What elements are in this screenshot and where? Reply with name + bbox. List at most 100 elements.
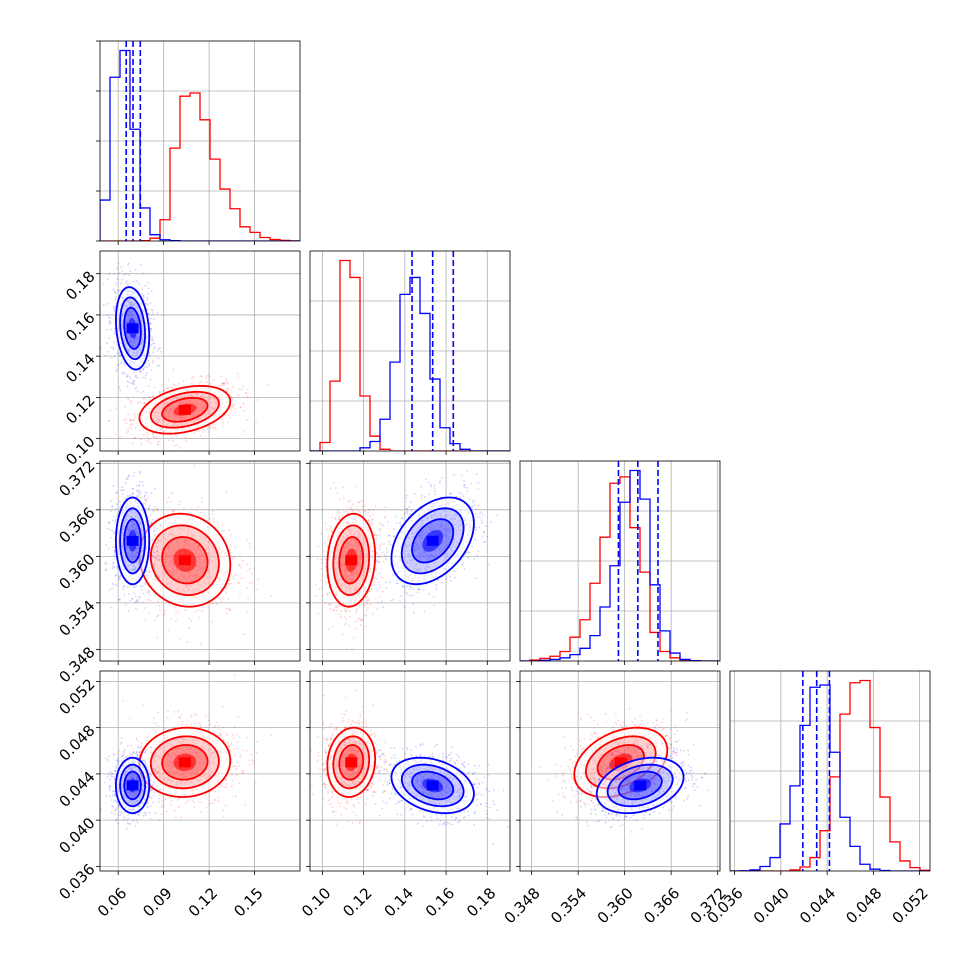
scatter-point bbox=[128, 457, 130, 459]
scatter-point bbox=[359, 512, 362, 514]
scatter-point bbox=[108, 319, 111, 322]
scatter-point bbox=[237, 376, 240, 379]
scatter-point bbox=[382, 606, 384, 609]
scatter-point bbox=[120, 265, 123, 268]
scatter-point bbox=[146, 366, 148, 369]
scatter-point bbox=[440, 581, 443, 584]
scatter-point bbox=[470, 482, 473, 485]
scatter-point bbox=[324, 558, 327, 561]
scatter-point bbox=[144, 581, 147, 584]
scatter-point bbox=[196, 609, 199, 612]
scatter-point bbox=[232, 404, 235, 407]
scatter-point bbox=[127, 413, 130, 416]
scatter-point bbox=[126, 494, 129, 497]
scatter-point bbox=[386, 551, 389, 554]
density-peak bbox=[178, 404, 191, 415]
scatter-point bbox=[246, 388, 249, 391]
scatter-point bbox=[212, 521, 215, 523]
scatter-point bbox=[139, 491, 142, 494]
scatter-point bbox=[221, 418, 224, 421]
scatter-point bbox=[220, 384, 223, 387]
scatter-point bbox=[121, 270, 124, 272]
scatter-point bbox=[105, 569, 108, 572]
scatter-point bbox=[237, 394, 240, 397]
scatter-point bbox=[192, 375, 194, 378]
scatter-point bbox=[107, 314, 109, 317]
scatter-point bbox=[324, 522, 327, 525]
scatter-point bbox=[408, 594, 411, 597]
scatter-point bbox=[104, 561, 107, 564]
scatter-point bbox=[216, 602, 219, 605]
scatter-point bbox=[136, 402, 139, 405]
scatter-point bbox=[149, 441, 151, 444]
scatter-point bbox=[366, 596, 368, 598]
scatter-point bbox=[151, 336, 154, 339]
scatter-point bbox=[231, 405, 233, 408]
scatter-point bbox=[202, 609, 205, 612]
scatter-point bbox=[461, 563, 464, 566]
scatter-point bbox=[149, 378, 152, 381]
scatter-point bbox=[339, 613, 341, 616]
scatter-point bbox=[355, 611, 358, 614]
scatter-point bbox=[108, 322, 111, 325]
scatter-point bbox=[113, 306, 116, 309]
scatter-point bbox=[116, 278, 119, 281]
scatter-point bbox=[327, 535, 330, 538]
scatter-point bbox=[256, 399, 259, 401]
scatter-point bbox=[205, 381, 208, 384]
scatter-point bbox=[133, 413, 135, 416]
scatter-point bbox=[112, 348, 115, 351]
scatter-point bbox=[119, 575, 122, 577]
scatter-point bbox=[321, 507, 324, 510]
scatter-point bbox=[129, 270, 132, 273]
scatter-point bbox=[516, 497, 518, 499]
scatter-point bbox=[197, 430, 200, 432]
scatter-point bbox=[140, 392, 143, 394]
scatter-point bbox=[365, 600, 368, 603]
scatter-point bbox=[340, 610, 342, 613]
scatter-point bbox=[108, 419, 111, 422]
scatter-point bbox=[460, 492, 463, 495]
scatter-point bbox=[115, 352, 118, 355]
scatter-point bbox=[227, 583, 230, 585]
scatter-point bbox=[381, 590, 384, 593]
scatter-point bbox=[200, 610, 203, 613]
scatter-point bbox=[357, 509, 359, 512]
scatter-point bbox=[327, 538, 329, 541]
scatter-point bbox=[223, 383, 225, 386]
scatter-point bbox=[361, 619, 363, 622]
scatter-point bbox=[368, 598, 370, 600]
scatter-point bbox=[149, 558, 152, 561]
scatter-point bbox=[121, 493, 124, 496]
scatter-point bbox=[131, 487, 134, 490]
scatter-point bbox=[158, 392, 161, 395]
scatter-point bbox=[138, 494, 141, 496]
panel-frame bbox=[309, 250, 511, 452]
scatter-point bbox=[213, 426, 216, 429]
scatter-point bbox=[320, 562, 323, 565]
scatter-point bbox=[148, 519, 151, 522]
scatter-point bbox=[472, 499, 475, 502]
scatter-point bbox=[198, 383, 201, 385]
scatter-point bbox=[175, 609, 177, 612]
scatter-point bbox=[410, 509, 413, 512]
scatter-point bbox=[371, 555, 374, 558]
scatter-point bbox=[335, 606, 338, 608]
scatter-point bbox=[124, 482, 127, 484]
scatter-point bbox=[228, 582, 231, 585]
scatter-point bbox=[228, 608, 231, 611]
scatter-point bbox=[453, 576, 456, 579]
scatter-point bbox=[169, 500, 172, 503]
scatter-point bbox=[378, 534, 381, 536]
scatter-point bbox=[405, 591, 408, 594]
panel-1-1 bbox=[309, 250, 511, 455]
scatter-point bbox=[400, 595, 403, 598]
scatter-point bbox=[343, 511, 345, 513]
scatter-point bbox=[131, 419, 134, 422]
scatter-point bbox=[355, 627, 358, 630]
scatter-point bbox=[128, 495, 131, 497]
scatter-point bbox=[115, 368, 118, 371]
scatter-point bbox=[143, 494, 146, 497]
scatter-point bbox=[238, 564, 241, 567]
scatter-point bbox=[135, 386, 138, 389]
